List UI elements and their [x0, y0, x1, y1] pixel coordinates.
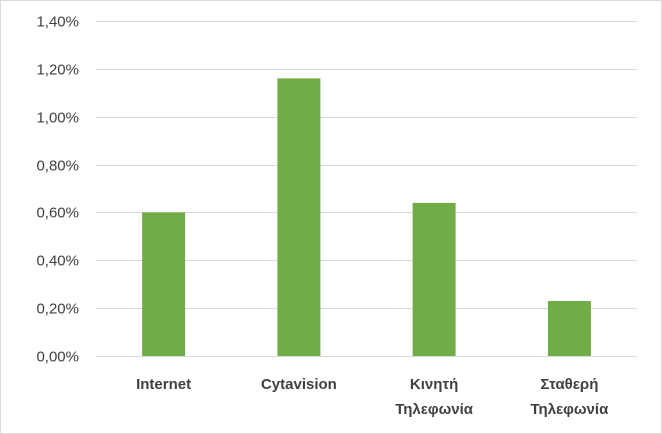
y-tick-label: 1,20% — [36, 62, 79, 79]
y-tick-label: 0,80% — [36, 158, 79, 175]
x-category-label: Σταθερή Τηλεφωνία — [530, 376, 609, 418]
y-tick-label: 1,00% — [36, 110, 79, 127]
bar — [277, 78, 321, 357]
bar — [547, 301, 591, 356]
bar — [142, 212, 186, 356]
x-category-label: Κινητή Τηλεφωνία — [395, 376, 474, 418]
y-tick-label: 0,00% — [36, 349, 79, 366]
y-tick-label: 0,40% — [36, 253, 79, 270]
bars — [142, 78, 591, 357]
y-tick-label: 0,20% — [36, 301, 79, 318]
y-tick-label: 0,60% — [36, 205, 79, 222]
bar — [412, 202, 456, 356]
y-axis-tick-labels: 0,00% 0,20% 0,40% 0,60% 0,80% 1,00% 1,20% 1,40% — [36, 14, 79, 366]
x-category-label: Cytavision — [261, 376, 337, 393]
x-axis-category-labels: Internet Cytavision Κινητή Τηλεφωνία Σταθερή… — [136, 376, 609, 418]
gridlines — [96, 21, 637, 357]
y-tick-label: 1,40% — [36, 14, 79, 31]
x-category-label: Internet — [136, 376, 191, 393]
